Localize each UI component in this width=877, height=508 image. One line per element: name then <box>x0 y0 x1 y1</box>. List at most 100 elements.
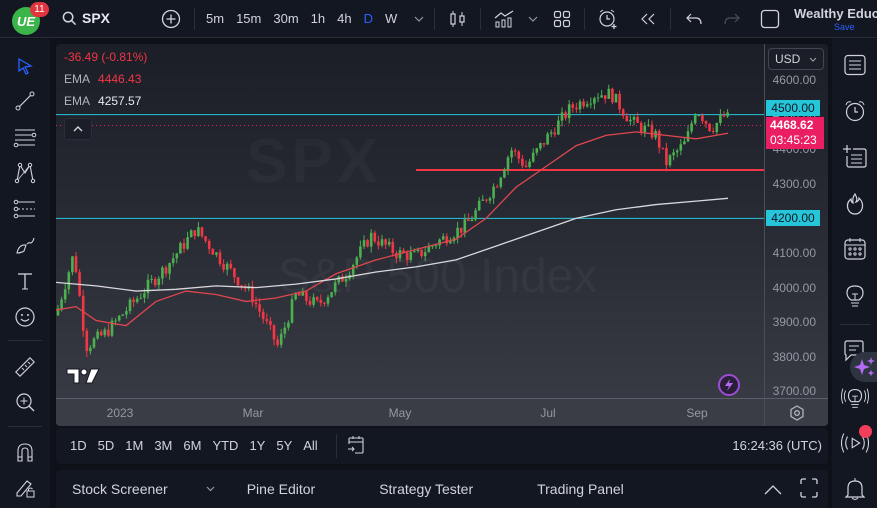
undo-button[interactable] <box>683 8 705 30</box>
last-price-tag: 4468.62 03:45:23 <box>766 117 824 149</box>
quick-action-button[interactable] <box>718 374 740 396</box>
magnet-tool[interactable] <box>12 439 38 465</box>
price-plot[interactable] <box>56 44 764 398</box>
time-axis[interactable]: 2023 Mar May Jul Sep <box>56 398 764 426</box>
ema-slow-line <box>56 197 729 292</box>
widget-toolbar <box>832 39 877 508</box>
streams-button[interactable] <box>841 384 869 412</box>
ai-assistant-button[interactable] <box>850 352 877 382</box>
range-6m[interactable]: 6M <box>183 438 202 453</box>
time-axis-label: Sep <box>686 406 708 420</box>
interval-dropdown[interactable] <box>408 8 430 30</box>
calendar-icon <box>844 238 866 260</box>
range-5y[interactable]: 5Y <box>276 438 293 453</box>
collapse-legend-button[interactable] <box>64 118 92 140</box>
ema-fast-line <box>56 131 729 327</box>
text-tool[interactable] <box>12 268 38 294</box>
range-5d[interactable]: 5D <box>97 438 115 453</box>
currency-selector[interactable]: USD <box>768 48 824 70</box>
indicators-dropdown[interactable] <box>522 8 544 30</box>
interval-30m[interactable]: 30m <box>273 11 299 26</box>
fullscreen-icon <box>760 9 780 29</box>
symbol-search-button[interactable]: SPX <box>62 10 110 26</box>
lock-drawing-icon <box>16 480 35 498</box>
interval-selector: 5m 15m 30m 1h 4h D W <box>200 11 403 26</box>
alerts-button[interactable] <box>841 97 869 125</box>
time-axis-label: 2023 <box>106 406 134 420</box>
range-1m[interactable]: 1M <box>125 438 144 453</box>
fib-tool[interactable] <box>12 196 38 222</box>
ema-slow-value: 4257.57 <box>98 94 142 108</box>
measure-tool[interactable] <box>12 354 38 380</box>
horizontal-lines-tool[interactable] <box>12 124 38 150</box>
indicators-button[interactable] <box>493 8 515 30</box>
time-axis-label: Mar <box>242 406 264 420</box>
range-ytd[interactable]: YTD <box>212 438 239 453</box>
lock-drawings-tool[interactable] <box>12 475 38 501</box>
trend-line-tool[interactable] <box>12 88 38 114</box>
chart-type-button[interactable] <box>447 8 469 30</box>
interval-15m[interactable]: 15m <box>236 11 262 26</box>
hotlists-button[interactable] <box>841 190 869 218</box>
tradingview-logo[interactable] <box>66 367 100 390</box>
chevron-up-icon <box>73 126 83 132</box>
calendar-button[interactable] <box>841 235 869 263</box>
brush-icon <box>16 237 35 254</box>
indicators-icon <box>494 10 514 28</box>
layouts-button[interactable] <box>551 8 573 30</box>
chart-settings-button[interactable] <box>764 398 828 426</box>
redo-button[interactable] <box>721 8 743 30</box>
replay-button[interactable] <box>637 8 659 30</box>
create-alert-button[interactable] <box>597 8 619 30</box>
tab-trading-panel[interactable]: Trading Panel <box>537 481 624 497</box>
range-buttons: 1D 5D 1M 3M 6M YTD 1Y 5Y All <box>70 438 329 453</box>
save-button[interactable]: Save <box>834 22 855 32</box>
panel-tabs: Stock Screener Pine Editor Strategy Tester… <box>72 481 688 497</box>
streams-lightbulb-icon <box>841 388 869 408</box>
range-3m[interactable]: 3M <box>154 438 173 453</box>
range-1y[interactable]: 1Y <box>249 438 266 453</box>
interval-5m[interactable]: 5m <box>206 11 225 26</box>
range-1d[interactable]: 1D <box>70 438 87 453</box>
price-axis-label: 4600.00 <box>772 73 816 87</box>
brush-tool[interactable] <box>12 232 38 258</box>
range-all[interactable]: All <box>303 438 318 453</box>
chart-legend: -36.49 (-0.81%) EMA 4446.43 EMA 4257.57 <box>64 50 147 108</box>
tab-strategy-tester[interactable]: Strategy Tester <box>379 481 474 497</box>
go-to-date-button[interactable] <box>346 435 366 460</box>
ema-slow-legend[interactable]: EMA 4257.57 <box>64 94 142 108</box>
fullscreen-button[interactable] <box>759 8 781 30</box>
maximize-panel-button[interactable] <box>800 478 818 503</box>
price-axis-label: 3900.00 <box>772 315 816 330</box>
tab-stock-screener[interactable]: Stock Screener <box>72 481 215 497</box>
notifications-button[interactable] <box>841 475 869 503</box>
zoom-in-tool[interactable] <box>12 389 38 415</box>
price-axis-label: 4000.00 <box>772 280 816 295</box>
ideas-button[interactable] <box>841 282 869 310</box>
utc-clock[interactable]: 16:24:36 (UTC) <box>732 438 822 453</box>
interval-d[interactable]: D <box>363 11 373 26</box>
date-range-bar: 1D 5D 1M 3M 6M YTD 1Y 5Y All 16:24:36 (UTC) <box>56 428 828 464</box>
chevron-down-icon <box>809 57 817 62</box>
price-axis-label: 4300.00 <box>772 176 816 191</box>
time-axis-label: May <box>388 406 412 420</box>
add-list-icon <box>843 145 867 168</box>
expand-panel-button[interactable] <box>764 482 782 500</box>
pattern-icon <box>14 162 36 184</box>
watchlist-button[interactable] <box>841 51 869 79</box>
emoji-tool[interactable] <box>12 304 38 330</box>
interval-w[interactable]: W <box>384 11 398 26</box>
redo-icon <box>724 13 740 25</box>
zoom-in-icon <box>16 393 35 412</box>
chart-pane[interactable]: SPX S&P 500 Index -36.49 (-0.81%) EMA 44… <box>56 44 828 426</box>
pattern-tool[interactable] <box>12 160 38 186</box>
add-watchlist-button[interactable] <box>841 142 869 170</box>
ema-fast-legend[interactable]: EMA 4446.43 <box>64 72 142 86</box>
cursor-tool[interactable] <box>12 53 38 79</box>
fib-icon <box>13 199 35 219</box>
layout-name[interactable]: Wealthy Educ <box>794 6 877 21</box>
interval-4h[interactable]: 4h <box>337 11 352 26</box>
interval-1h[interactable]: 1h <box>310 11 326 26</box>
compare-button[interactable] <box>160 8 182 30</box>
tab-pine-editor[interactable]: Pine Editor <box>246 481 316 497</box>
